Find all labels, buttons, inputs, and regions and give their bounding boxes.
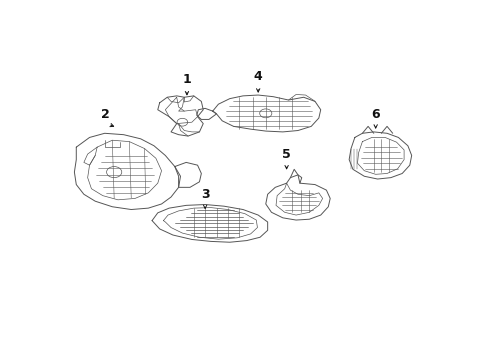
Text: 5: 5	[282, 148, 290, 161]
Text: 3: 3	[201, 188, 209, 201]
Text: 1: 1	[182, 73, 191, 86]
Text: 4: 4	[253, 71, 262, 84]
Text: 2: 2	[102, 108, 110, 121]
Text: 6: 6	[370, 108, 379, 121]
